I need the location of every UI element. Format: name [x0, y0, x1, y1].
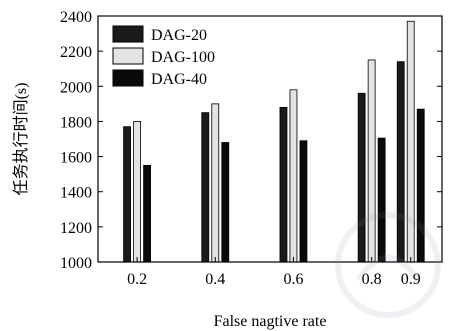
legend-swatch-dag-100 [112, 47, 144, 65]
y-tick-label: 2400 [60, 9, 92, 26]
legend-label-dag-40: DAG-40 [151, 71, 207, 88]
bar-dag-20-0.6 [279, 106, 288, 263]
x-tick-label: 0.2 [127, 271, 147, 288]
legend-label-dag-100: DAG-100 [151, 49, 215, 66]
bar-dag-40-0.4 [221, 142, 230, 263]
y-tick-label: 1200 [60, 220, 92, 237]
y-tick-label: 1400 [60, 185, 92, 202]
bar-dag-100-0.6 [289, 89, 298, 263]
bar-dag-100-0.4 [211, 103, 220, 263]
x-tick-label: 0.4 [205, 271, 225, 288]
y-tick-label: 1600 [60, 150, 92, 167]
bar-dag-20-0.4 [201, 112, 210, 263]
bar-dag-40-0.2 [143, 164, 151, 263]
y-tick-label: 2000 [60, 79, 92, 96]
x-axis: 0.2 0.4 0.6 0.8 0.9 [127, 257, 421, 288]
plot-frame [97, 15, 443, 263]
legend-swatch-dag-20 [112, 25, 144, 43]
legend-swatch-dag-40 [112, 69, 144, 87]
bar-dag-40-0.6 [299, 140, 308, 263]
legend-label-dag-20: DAG-20 [151, 27, 207, 44]
y-tick-label: 2200 [60, 44, 92, 61]
x-tick-label: 0.8 [362, 271, 382, 288]
y-axis: 1000 1200 1400 1600 1800 2000 2200 2400 [60, 9, 442, 272]
y-axis-label: 任务执行时间(s) [12, 83, 30, 196]
y-tick-label: 1000 [60, 255, 92, 272]
bar-dag-100-0.2 [133, 121, 141, 263]
bars-layer [123, 20, 425, 263]
watermark-logo-icon [335, 212, 441, 318]
x-tick-label: 0.9 [401, 271, 421, 288]
bar-dag-20-0.2 [123, 126, 131, 263]
x-axis-label: False nagtive rate [214, 313, 327, 330]
y-tick-label: 1800 [60, 114, 92, 131]
legend: DAG-20 DAG-100 DAG-40 [112, 25, 215, 88]
x-tick-label: 0.6 [283, 271, 303, 288]
